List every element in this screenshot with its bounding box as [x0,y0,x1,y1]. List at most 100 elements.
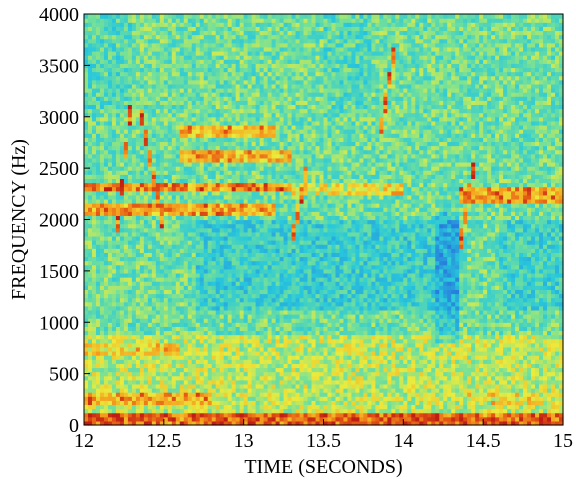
heatmap-cell [175,375,181,381]
heatmap-cell [275,334,281,340]
heatmap-cell [179,120,185,126]
heatmap-cell [183,145,189,151]
heatmap-cell [271,137,277,143]
heatmap-cell [143,309,149,315]
heatmap-cell [199,420,205,426]
heatmap-cell [247,42,253,48]
heatmap-cell [87,355,93,360]
heatmap-cell [227,305,233,311]
heatmap-cell [243,55,249,60]
heatmap-cell [155,342,161,348]
heatmap-cell [99,392,105,397]
heatmap-cell [247,133,253,138]
heatmap-cell [235,14,241,19]
heatmap-cell [247,46,253,52]
heatmap-cell [111,22,117,27]
heatmap-cell [111,157,117,163]
heatmap-cell [239,289,245,295]
heatmap-cell [243,145,249,151]
heatmap-cell [263,334,269,340]
heatmap-cell [87,392,93,397]
heatmap-cell [231,18,237,23]
heatmap-cell [87,22,93,27]
heatmap-cell [123,203,129,208]
heatmap-cell [223,231,229,237]
heatmap-cell [243,297,249,303]
heatmap-cell [203,46,209,52]
heatmap-cell [147,100,153,106]
heatmap-cell [251,322,257,327]
heatmap-cell [199,219,205,225]
heatmap-cell [215,388,221,393]
heatmap-cell [155,50,161,56]
heatmap-cell [223,252,229,258]
heatmap-cell [207,412,213,418]
heatmap-cell [127,79,133,85]
heatmap-cell [239,133,245,138]
heatmap-cell [255,235,261,241]
heatmap-cell [119,50,125,56]
heatmap-cell [175,186,181,192]
heatmap-cell [127,244,133,249]
heatmap-cell [91,211,97,216]
heatmap-cell [123,149,129,155]
heatmap-cell [227,26,233,32]
heatmap-cell [127,309,133,315]
heatmap-cell [211,383,217,389]
heatmap-cell [207,219,213,225]
heatmap-cell [107,293,113,299]
heatmap-cell [167,379,173,385]
heatmap-cell [231,34,237,40]
heatmap-cell [111,244,117,249]
heatmap-cell [87,318,93,323]
heatmap-cell [219,367,225,373]
heatmap-cell [251,301,257,307]
heatmap-cell [275,30,281,36]
heatmap-cell [227,100,233,106]
heatmap-cell [195,367,201,373]
heatmap-cell [123,166,129,171]
heatmap-cell [155,186,161,192]
heatmap-cell [107,309,113,315]
heatmap-cell [84,314,89,319]
heatmap-cell [219,71,225,77]
heatmap-cell [183,211,189,216]
heatmap-cell [207,137,213,143]
heatmap-cell [179,59,185,64]
heatmap-cell [167,203,173,208]
heatmap-cell [143,14,149,19]
heatmap-cell [175,256,181,262]
heatmap-cell [255,379,261,385]
heatmap-cell [135,178,141,184]
heatmap-cell [183,351,189,356]
heatmap-cell [123,322,129,327]
heatmap-cell [275,194,281,200]
heatmap-cell [147,248,153,253]
heatmap-cell [271,79,277,85]
heatmap-cell [267,264,273,270]
heatmap-cell [199,322,205,327]
heatmap-cell [175,388,181,393]
heatmap-cell [247,285,253,290]
heatmap-cell [211,256,217,262]
heatmap-cell [139,416,145,422]
heatmap-cell [227,67,233,73]
heatmap-cell [219,272,225,278]
heatmap-cell [135,129,141,134]
heatmap-cell [223,244,229,249]
heatmap-cell [271,363,277,369]
heatmap-cell [187,383,193,389]
heatmap-cell [211,30,217,36]
heatmap-cell [187,157,193,163]
heatmap-cell [271,392,277,397]
heatmap-cell [99,79,105,85]
heatmap-cell [219,223,225,229]
heatmap-cell [87,252,93,258]
heatmap-cell [171,388,177,393]
heatmap-cell [215,342,221,348]
heatmap-cell [139,34,145,40]
heatmap-cell [163,120,169,126]
heatmap-cell [87,133,93,138]
heatmap-cell [135,400,141,406]
heatmap-cell [255,178,261,184]
